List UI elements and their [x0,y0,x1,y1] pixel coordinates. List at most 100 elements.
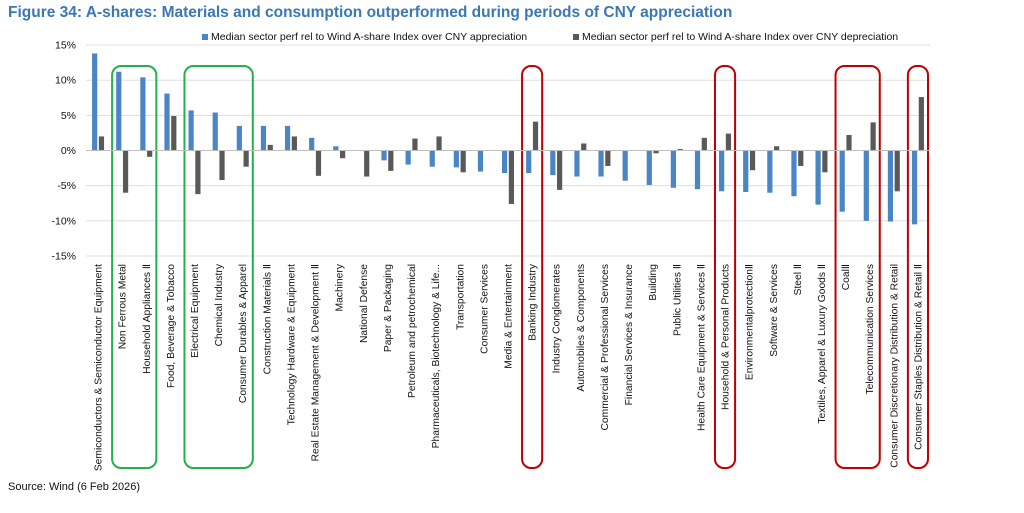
x-category-label: Banking Industry [528,263,539,341]
bar-appreciation [911,150,918,225]
x-category-label: Food, Beverage & Tobacco [166,264,177,388]
bar-depreciation [557,150,563,190]
x-category-label: Semiconductors & Semiconductor Equipment [94,264,105,471]
x-category-label: Commercial & Professional Services [600,264,611,431]
bar-appreciation [236,125,242,151]
x-category-label: Transportation [455,264,466,330]
x-category-label: Building [648,264,659,301]
x-category-label: Chemical Industry [214,263,225,346]
source-note: Source: Wind (6 Feb 2026) [8,481,141,493]
bar-appreciation [719,150,725,192]
x-category-label: Public Utilities Ⅱ [672,264,683,336]
bar-depreciation [388,150,394,171]
y-tick-label: -15% [51,251,76,263]
chart-legend: Median sector perf rel to Wind A-share I… [0,31,1024,45]
x-category-label: Machinery [335,263,346,311]
y-tick-label: -5% [57,180,76,192]
bar-depreciation [677,149,683,151]
y-tick-label: 10% [55,75,76,87]
highlight-box-red [521,65,544,469]
bar-depreciation [701,137,707,151]
highlight-box-red [834,65,881,469]
x-category-label: Household & Personal Products [721,264,732,410]
bar-appreciation [598,150,604,177]
bar-depreciation [171,116,177,151]
bar-appreciation [212,112,218,151]
legend-swatch-depreciation [573,34,579,40]
bar-depreciation [605,150,611,166]
bar-appreciation [670,150,676,188]
bar-appreciation [550,150,556,176]
bar-appreciation [381,150,387,161]
bar-depreciation [315,150,322,176]
bar-appreciation [92,53,98,151]
bar-appreciation [140,77,146,151]
x-category-label: CoalⅡ [841,264,852,290]
x-category-label: Non Ferrous Metal [118,264,129,349]
bar-depreciation [749,150,756,171]
bar-depreciation [243,150,249,167]
bar-appreciation [477,150,484,172]
bar-depreciation [147,150,153,157]
x-category-label: Textiles, Apparel & Luxury Goods Ⅱ [817,264,828,424]
bar-appreciation [694,150,701,190]
bar-appreciation [284,125,291,151]
bar-depreciation [508,150,514,204]
y-tick-label: 0% [61,145,76,157]
bar-appreciation [260,125,267,151]
x-category-label: Financial Services & Insurance [624,264,635,406]
bar-depreciation [340,150,346,159]
bar-appreciation [164,93,170,151]
x-category-label: Consumer Discretionary Distribution & Re… [889,264,900,468]
legend-label-depreciation: Median sector perf rel to Wind A-share I… [582,31,899,43]
legend-swatch-appreciation [202,34,208,40]
x-category-label: Steel Ⅱ [793,264,804,295]
legend-label-appreciation: Median sector perf rel to Wind A-share I… [211,31,528,43]
bar-depreciation [532,121,539,151]
bar-depreciation [822,150,828,173]
bar-depreciation [195,150,201,195]
bar-appreciation [839,150,845,212]
bar-appreciation [453,150,459,168]
bar-depreciation [98,136,105,151]
y-tick-label: 5% [61,110,76,122]
x-category-label: Consumer Durables & Apparel [238,264,249,403]
bar-appreciation [116,71,122,151]
bar-depreciation [267,144,273,151]
bar-appreciation [791,150,797,197]
bar-appreciation [333,146,339,151]
bar-depreciation [219,150,225,181]
x-category-label: Paper & Packaging [383,264,394,352]
x-category-label: Health Care Equipment & Services Ⅱ [696,264,707,431]
bar-appreciation [743,150,749,192]
bar-depreciation [846,135,852,151]
bar-depreciation [364,150,370,177]
x-category-label: Consumer Staples Distribution & Retail Ⅱ [913,264,924,450]
bar-appreciation [405,150,411,165]
bar-appreciation [646,150,652,185]
x-category-label: Technology Hardware & Equipment [286,264,297,426]
x-category-label: Media & Entertainment [504,264,515,369]
bar-depreciation [918,97,924,151]
bar-appreciation [526,150,532,174]
bar-appreciation [574,150,580,177]
bar-appreciation [863,150,869,221]
x-category-label: Software & Services [769,264,780,357]
bar-depreciation [774,146,780,151]
x-category-label: Construction Materials Ⅱ [262,264,273,374]
bar-appreciation [887,150,894,222]
chart-title: Figure 34: A-shares: Materials and consu… [8,4,733,21]
legend-item-depreciation: Median sector perf rel to Wind A-share I… [573,31,898,43]
bar-depreciation [870,122,876,151]
x-category-label: Real Estate Management & Development Ⅱ [311,264,322,461]
bar-depreciation [122,150,129,193]
legend-item-appreciation: Median sector perf rel to Wind A-share I… [202,31,527,43]
highlight-box-green [183,65,254,469]
x-category-label: Industry Conglomerates [552,264,563,373]
x-category-label: Telecommunication Services [865,264,876,394]
x-category-label: EnvironmentalprotectionⅡ [745,264,756,380]
bar-depreciation [291,136,297,151]
bar-appreciation [502,150,508,174]
x-category-label: National Defense [359,264,370,343]
